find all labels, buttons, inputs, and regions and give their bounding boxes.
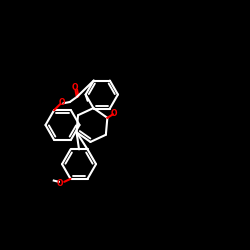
Text: O: O	[56, 178, 63, 188]
Text: O: O	[58, 98, 65, 107]
Text: O: O	[111, 108, 117, 118]
Text: O: O	[71, 83, 78, 92]
